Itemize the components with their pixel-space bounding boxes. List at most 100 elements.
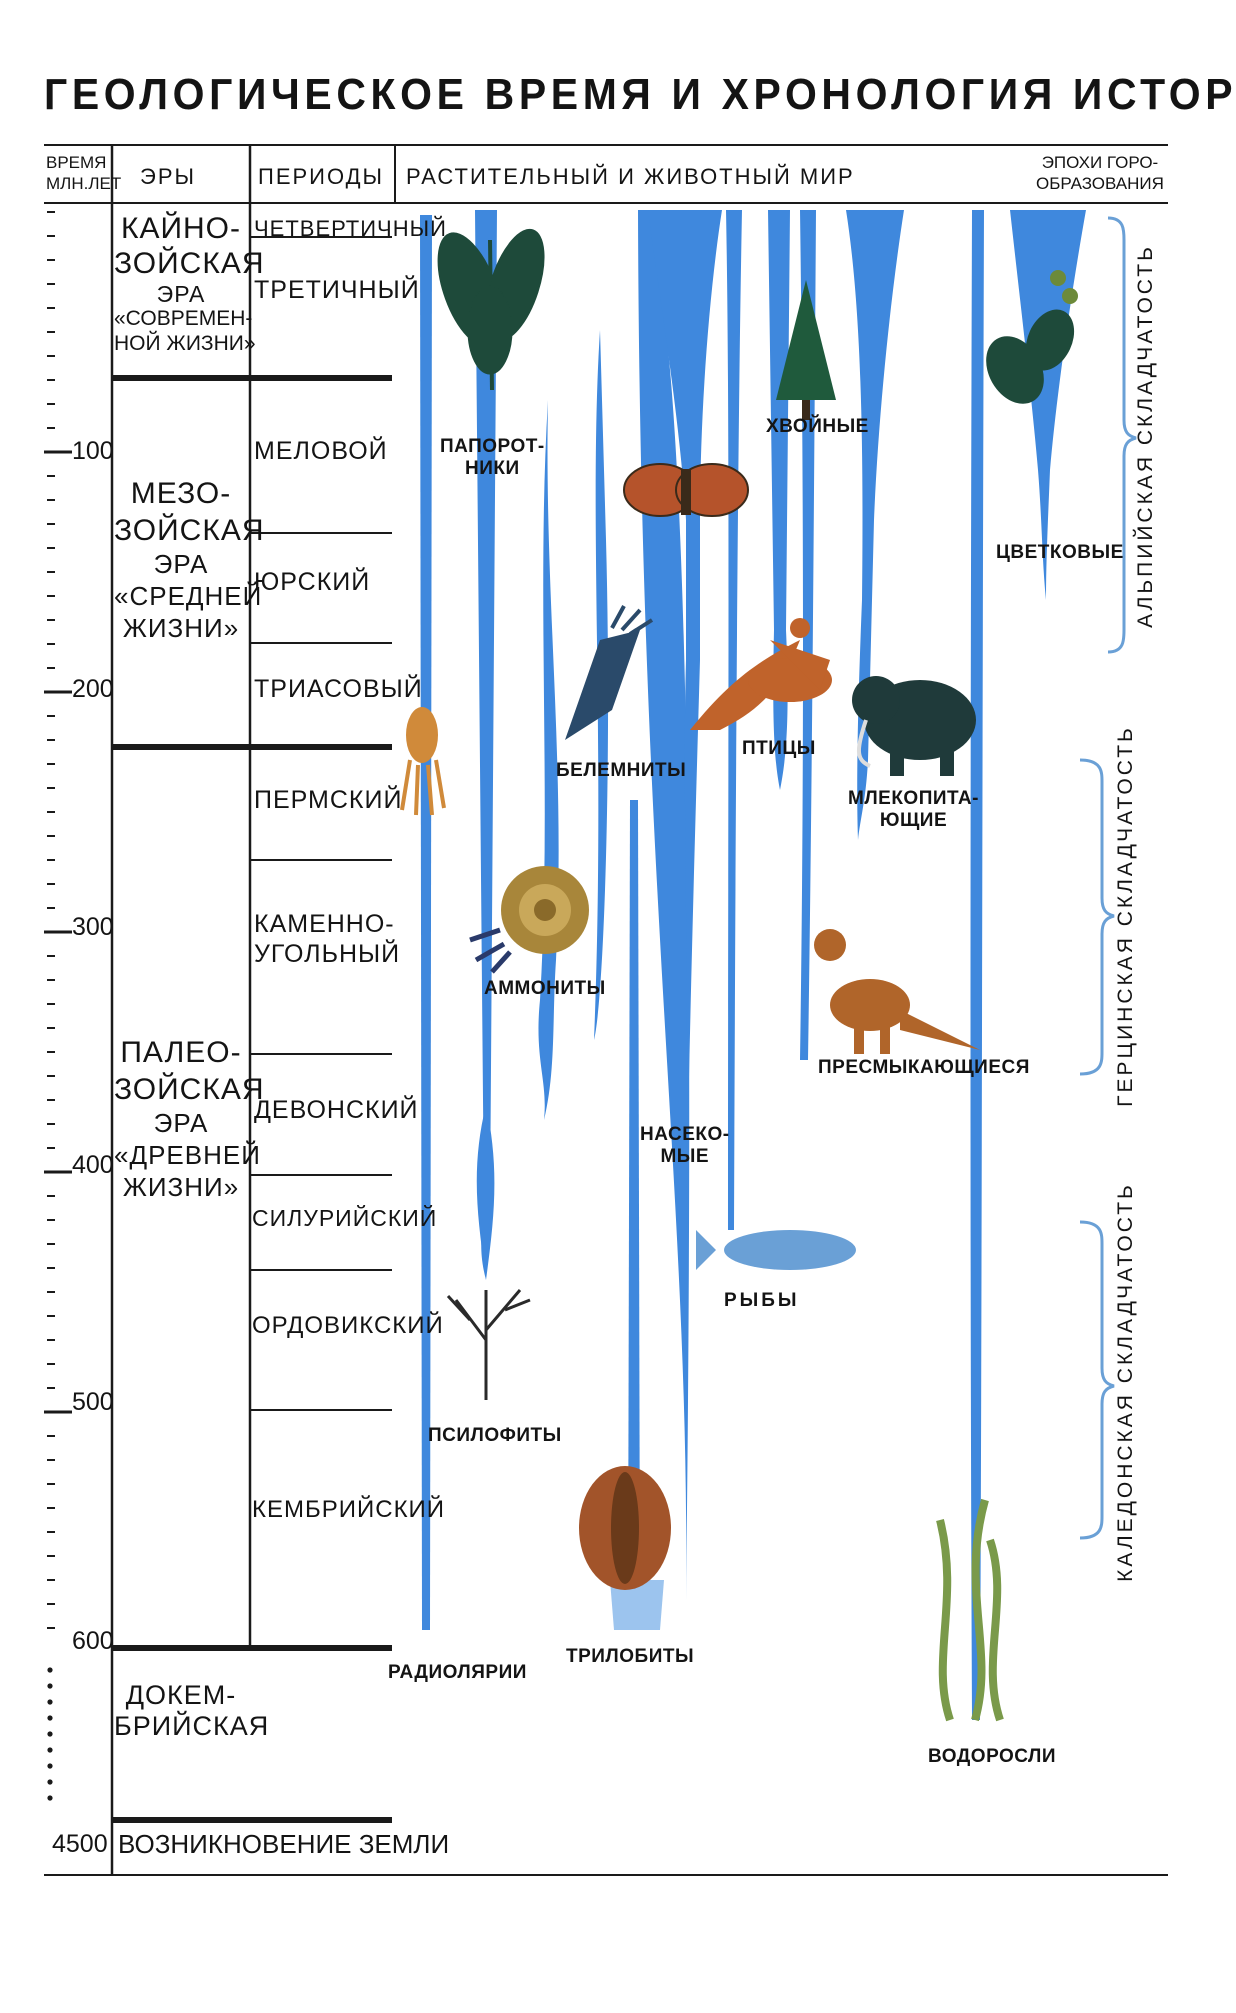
page-title: ГЕОЛОГИЧЕСКОЕ ВРЕМЯ И ХРОНОЛОГИЯ ИСТОРИИ…: [44, 70, 1236, 119]
label-mammals: МЛЕКОПИТА- ЮЩИЕ: [848, 788, 979, 832]
label-ferns: ПАПОРОТ- НИКИ: [440, 436, 545, 480]
era-cenozoic-sub1: ЭРА: [156, 281, 206, 307]
ammonite-illustration: [469, 866, 589, 974]
era-precambrian-line1: ДОКЕМ-: [125, 1680, 237, 1710]
label-insects-line1: НАСЕКО-: [640, 1124, 730, 1145]
fern-illustration: [437, 228, 545, 391]
stream-trilobites: [610, 1580, 664, 1630]
bird-illustration: [690, 618, 832, 730]
label-ferns-line2: НИКИ: [465, 457, 520, 479]
header-periods: ПЕРИОДЫ: [258, 164, 384, 189]
conifer-illustration: [776, 280, 836, 420]
era-precambrian: ДОКЕМ- БРИЙСКАЯ: [114, 1680, 270, 1742]
label-ammonites: АММОНИТЫ: [484, 978, 606, 999]
era-paleozoic-sub2: «ДРЕВНЕЙ: [114, 1139, 261, 1170]
orogeny-alpine: АЛЬПИЙСКАЯ СКЛАДЧАТОСТЬ: [1134, 244, 1157, 628]
stream-mammals: [768, 210, 790, 790]
era-mesozoic-sub3: ЖИЗНИ»: [122, 612, 240, 643]
era-cenozoic-line2: ЗОЙСКАЯ: [114, 246, 265, 280]
era-cenozoic-sub3: НОЙ ЖИЗНИ»: [114, 331, 256, 355]
period-triassic: ТРИАСОВЫЙ: [254, 675, 423, 703]
fish-illustration: [696, 1230, 856, 1270]
precambrian-dot: [47, 1779, 53, 1785]
period-cretaceous: МЕЛОВОЙ: [254, 437, 388, 465]
stream-radiolaria: [420, 215, 432, 1630]
era-cenozoic: КАЙНО- ЗОЙСКАЯ ЭРА «СОВРЕМЕН- НОЙ ЖИЗНИ»: [114, 212, 265, 356]
header-time-line2: МЛН.ЛЕТ: [46, 174, 122, 194]
label-algae: ВОДОРОСЛИ: [928, 1746, 1057, 1767]
precambrian-dot: [47, 1731, 53, 1737]
period-carboniferous-line2: УГОЛЬНЫЙ: [254, 940, 401, 968]
stream-flowering: [1010, 210, 1086, 600]
label-psilophytes: ПСИЛОФИТЫ: [428, 1425, 562, 1446]
earth-origin-label: ВОЗНИКНОВЕНИЕ ЗЕМЛИ: [118, 1829, 450, 1859]
time-mark-200: 200: [72, 675, 114, 703]
stream-birds: [648, 210, 722, 1230]
label-reptiles: ПРЕСМЫКАЮЩИЕСЯ: [818, 1057, 1030, 1078]
label-trilobites: ТРИЛОБИТЫ: [566, 1646, 695, 1667]
algae-illustration: [936, 1498, 1004, 1722]
period-cambrian: КЕМБРИЙСКИЙ: [252, 1496, 446, 1523]
era-paleozoic-sub3: ЖИЗНИ»: [122, 1171, 240, 1202]
period-silurian: СИЛУРИЙСКИЙ: [252, 1205, 438, 1231]
orogeny-brackets: [1079, 216, 1137, 1540]
era-paleozoic-line1: ПАЛЕО-: [120, 1036, 242, 1069]
header-time: ВРЕМЯ МЛН.ЛЕТ: [46, 152, 121, 195]
precambrian-dot: [47, 1795, 53, 1801]
psilophyte-illustration: [446, 1289, 531, 1400]
era-cenozoic-sub2: «СОВРЕМЕН-: [114, 307, 253, 331]
orogeny-hercynian: ГЕРЦИНСКАЯ СКЛАДЧАТОСТЬ: [1114, 725, 1137, 1107]
life-streams: [420, 210, 1086, 1720]
period-tertiary: ТРЕТИЧНЫЙ: [254, 276, 420, 304]
stream-psilophytes: [476, 1105, 495, 1280]
stream-ferns: [475, 210, 497, 1280]
precambrian-dot: [47, 1699, 53, 1705]
era-mesozoic-sub2: «СРЕДНЕЙ: [114, 580, 263, 611]
belemnite-illustration: [565, 605, 654, 740]
time-mark-300: 300: [72, 913, 114, 941]
label-mammals-line1: МЛЕКОПИТА-: [848, 788, 979, 809]
era-paleozoic-line2: ЗОЙСКАЯ: [114, 1072, 265, 1106]
header-orogeny: ЭПОХИ ГОРО- ОБРАЗОВАНИЯ: [1036, 152, 1164, 195]
era-paleozoic-sub1: ЭРА: [153, 1108, 209, 1139]
era-mesozoic: МЕЗО- ЗОЙСКАЯ ЭРА «СРЕДНЕЙ ЖИЗНИ»: [114, 476, 265, 644]
precambrian-dot: [47, 1763, 53, 1769]
butterfly-illustration: [623, 463, 749, 517]
label-insects: НАСЕКО- МЫЕ: [640, 1124, 730, 1168]
stream-fish: [638, 210, 690, 1600]
table-lines: [44, 144, 1168, 1876]
label-mammals-line2: ЮЩИЕ: [879, 809, 948, 831]
label-conifers: ХВОЙНЫЕ: [766, 416, 869, 437]
mammoth-illustration: [852, 676, 976, 776]
precambrian-dot: [47, 1715, 53, 1721]
dinosaur-illustration: [814, 929, 980, 1054]
precambrian-dot: [47, 1683, 53, 1689]
period-ordovician: ОРДОВИКСКИЙ: [252, 1312, 444, 1339]
era-mesozoic-line2: ЗОЙСКАЯ: [114, 513, 265, 547]
period-carboniferous-line1: КАМЕННО-: [254, 910, 395, 938]
trilobite-illustration: [579, 1466, 671, 1590]
label-insects-line2: МЫЕ: [660, 1145, 710, 1167]
label-flowering: ЦВЕТКОВЫЕ: [996, 542, 1124, 563]
era-precambrian-line2: БРИЙСКАЯ: [114, 1711, 270, 1742]
era-paleozoic: ПАЛЕО- ЗОЙСКАЯ ЭРА «ДРЕВНЕЙ ЖИЗНИ»: [114, 1035, 265, 1203]
header-time-line1: ВРЕМЯ: [46, 153, 107, 172]
orogeny-caledonian: КАЛЕДОНСКАЯ СКЛАДЧАТОСТЬ: [1114, 1182, 1137, 1582]
time-axis-ticks: [44, 211, 72, 1801]
time-mark-400: 400: [72, 1151, 114, 1179]
time-mark-500: 500: [72, 1388, 114, 1416]
time-mark-100: 100: [72, 437, 114, 465]
flower-illustration: [986, 270, 1078, 404]
header-orogeny-line1: ЭПОХИ ГОРО-: [1041, 153, 1159, 172]
label-radiolaria: РАДИОЛЯРИИ: [388, 1662, 527, 1683]
precambrian-dot: [47, 1667, 53, 1673]
radiolarian-illustration: [400, 707, 446, 816]
label-belemnites: БЕЛЕМНИТЫ: [556, 760, 687, 781]
stream-reptiles: [800, 210, 816, 1060]
time-mark-600: 600: [72, 1627, 114, 1655]
stream-algae: [970, 210, 984, 1720]
period-devonian: ДЕВОНСКИЙ: [254, 1096, 419, 1124]
label-birds: ПТИЦЫ: [742, 738, 816, 759]
